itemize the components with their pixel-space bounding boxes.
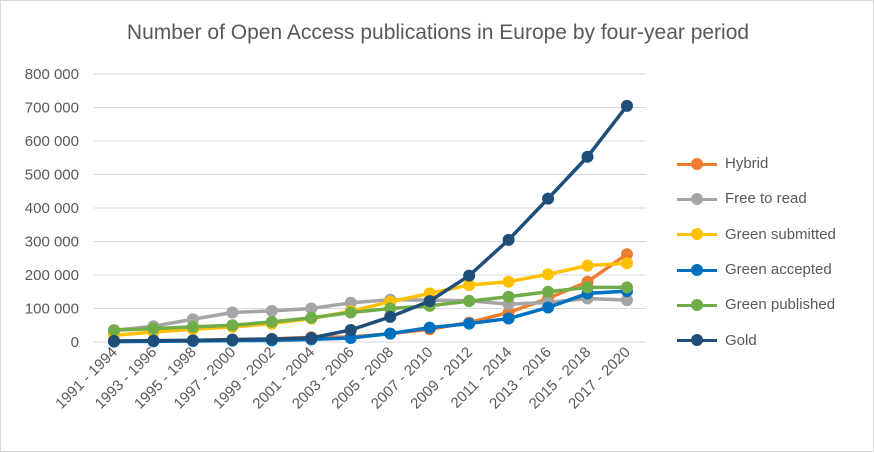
legend-swatch [677, 295, 717, 315]
data-point [502, 275, 515, 288]
data-point [542, 301, 555, 314]
y-tick-label: 500 000 [25, 167, 79, 184]
legend: Hybrid Free to read Green submitted Green a… [677, 146, 836, 358]
data-point [463, 269, 476, 282]
series-line [113, 285, 627, 333]
data-point [502, 233, 515, 246]
data-point [305, 331, 318, 344]
series-line [113, 104, 629, 343]
series-line [113, 261, 628, 338]
legend-item: Hybrid [677, 146, 836, 181]
chart-title: Number of Open Access publications in Eu… [126, 21, 750, 44]
data-point [502, 290, 515, 303]
data-point [581, 281, 594, 294]
y-tick-label: 300 000 [25, 234, 79, 251]
data-point [344, 323, 357, 336]
data-point [620, 248, 633, 261]
data-point [620, 294, 633, 307]
series-line [113, 296, 628, 333]
legend-item: Free to read [677, 181, 836, 216]
data-point [581, 259, 594, 272]
legend-swatch [677, 260, 717, 280]
legend-label: Green accepted [725, 261, 832, 279]
y-tick-label: 600 000 [25, 133, 79, 150]
data-point [265, 304, 278, 317]
data-point [226, 306, 239, 319]
data-point [305, 311, 318, 324]
data-point [542, 268, 555, 281]
legend-item: Green published [677, 287, 836, 322]
legend-swatch [677, 189, 717, 209]
legend-label: Green submitted [725, 225, 836, 243]
data-point [226, 319, 239, 332]
legend-label: Gold [725, 331, 757, 349]
data-point [620, 257, 633, 270]
legend-label: Green published [725, 296, 836, 314]
data-point [344, 306, 357, 319]
data-point [147, 334, 160, 347]
data-point [463, 279, 476, 292]
legend-swatch [677, 224, 717, 244]
data-point [384, 310, 397, 323]
y-tick-label: 800 000 [25, 66, 79, 83]
legend-item: Green accepted [677, 252, 836, 287]
data-point [186, 320, 199, 333]
data-point [463, 295, 476, 308]
legend-label: Free to read [725, 190, 807, 208]
legend-label: Hybrid [725, 155, 769, 173]
data-point [423, 321, 436, 334]
data-point [305, 302, 318, 315]
data-point [502, 312, 515, 325]
data-point [423, 295, 436, 308]
data-point [463, 317, 476, 330]
data-point [542, 285, 555, 298]
data-point [542, 192, 555, 205]
y-tick-label: 100 000 [25, 301, 79, 318]
legend-swatch [677, 330, 717, 350]
data-point [108, 324, 120, 337]
data-point [108, 334, 120, 347]
data-point [384, 302, 397, 315]
data-point [384, 327, 397, 340]
data-point [581, 150, 594, 163]
y-tick-label: 400 000 [25, 200, 79, 217]
data-point [620, 99, 633, 112]
legend-item: Gold [677, 322, 836, 357]
data-point [226, 333, 239, 346]
data-point [147, 322, 160, 335]
data-point [344, 296, 357, 309]
legend-item: Green submitted [677, 217, 836, 252]
legend-swatch [677, 154, 717, 174]
data-point [186, 334, 199, 347]
data-point [620, 281, 633, 294]
data-point [265, 332, 278, 345]
y-tick-label: 0 [71, 334, 79, 351]
y-tick-label: 200 000 [25, 267, 79, 284]
data-point [265, 315, 278, 328]
y-tick-label: 700 000 [25, 100, 79, 117]
